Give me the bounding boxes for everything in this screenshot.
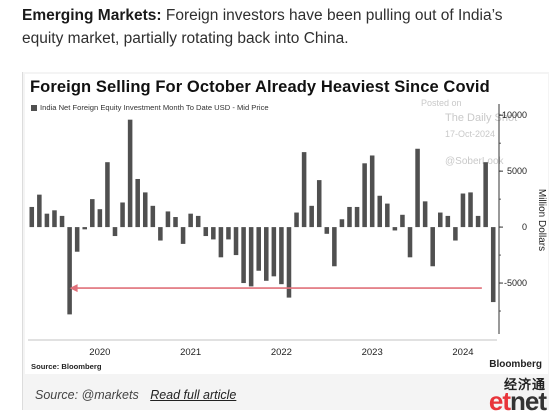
bar [271, 227, 277, 277]
bar [52, 210, 57, 228]
chart-panel: Foreign Selling For October Already Heav… [25, 74, 548, 374]
watermark-handle: @SoberLook [445, 156, 504, 167]
bar [407, 227, 413, 258]
bar [226, 227, 231, 240]
bar [195, 215, 201, 228]
watermark-date: 17-Oct-2024 [445, 129, 496, 139]
bar [233, 227, 239, 256]
bar [490, 227, 496, 303]
bar [74, 227, 80, 252]
bar [241, 227, 246, 284]
bar [347, 206, 352, 228]
legend-label: India Net Foreign Equity Investment Mont… [40, 103, 269, 112]
chart-legend: India Net Foreign Equity Investment Mont… [31, 103, 269, 112]
bar [339, 219, 345, 228]
bar [377, 195, 383, 228]
y-tick-label: 5000 [507, 166, 527, 176]
bar [165, 211, 171, 228]
etnet-logo-et: et [488, 386, 511, 416]
bar [150, 205, 156, 228]
x-tick-label: 2022 [271, 347, 292, 358]
chart-card: Foreign Selling For October Already Heav… [22, 72, 549, 416]
read-full-article-link[interactable]: Read full article [150, 388, 237, 402]
bar [173, 217, 178, 228]
bar [44, 213, 50, 228]
y-tick-label: 10000 [502, 110, 527, 120]
bar [400, 214, 405, 228]
bar [180, 227, 186, 244]
bar [324, 227, 330, 234]
bar [105, 162, 110, 228]
bar [430, 227, 435, 267]
chart-title: Foreign Selling For October Already Heav… [30, 78, 490, 96]
footer-source: Source: @markets [35, 388, 139, 402]
bar [369, 155, 375, 228]
bar [468, 192, 473, 228]
bar [90, 199, 95, 228]
bar [67, 227, 72, 315]
bar [127, 119, 133, 228]
y-tick-label: 0 [522, 222, 527, 232]
bar [211, 227, 216, 240]
bar [37, 194, 42, 228]
bar [158, 227, 163, 241]
bar [483, 162, 488, 228]
intro-text: Emerging Markets: Foreign investors have… [22, 4, 542, 50]
bar [82, 227, 87, 230]
x-tick-label: 2020 [89, 347, 110, 358]
bar [301, 152, 307, 228]
bar [112, 227, 118, 237]
bar [29, 206, 35, 228]
bar [286, 227, 292, 298]
bar [309, 205, 314, 228]
watermark-posted: Posted on [421, 98, 462, 108]
bar [438, 212, 443, 228]
intro-body: Foreign investors have been pulling out … [22, 7, 503, 47]
bar [248, 227, 254, 287]
bar [279, 227, 284, 285]
x-tick-label: 2023 [362, 347, 383, 358]
bar [460, 193, 466, 228]
bar [362, 163, 367, 228]
x-tick-label: 2024 [452, 347, 473, 358]
bar [354, 206, 360, 228]
bar [135, 178, 140, 228]
bar [188, 213, 193, 228]
intro-bold: Emerging Markets: [22, 7, 162, 24]
bar [475, 215, 481, 228]
card-footer: Source: @markets Read full article [35, 388, 236, 402]
bar-chart: -5000 0 5000 10000 Million Dollars 2020 2021 20… [28, 104, 547, 358]
bloomberg-logo: Bloomberg [489, 359, 542, 370]
bar [445, 215, 451, 228]
x-tick-label: 2021 [180, 347, 201, 358]
bar [392, 227, 398, 231]
bar [453, 227, 458, 241]
bar [256, 227, 261, 271]
bar [294, 212, 299, 228]
bar [385, 203, 390, 228]
bar [264, 227, 269, 281]
bar [203, 227, 209, 237]
bar [415, 148, 420, 228]
bar [332, 227, 337, 267]
bar [97, 209, 103, 228]
bar [120, 202, 125, 228]
etnet-logo-chinese: 经济通 [503, 378, 546, 393]
etnet-logo: etnet [488, 386, 547, 417]
y-tick-label: -5000 [504, 278, 527, 288]
annotation-arrow-head [69, 284, 78, 293]
bar [142, 192, 148, 228]
legend-swatch [31, 104, 37, 111]
bar [218, 227, 224, 258]
bar [59, 215, 65, 228]
chart-source: Source: Bloomberg [31, 362, 102, 371]
bar [422, 201, 428, 228]
bar [316, 180, 322, 228]
y-axis-label: Million Dollars [536, 189, 547, 251]
etnet-logo-net: net [510, 386, 547, 416]
